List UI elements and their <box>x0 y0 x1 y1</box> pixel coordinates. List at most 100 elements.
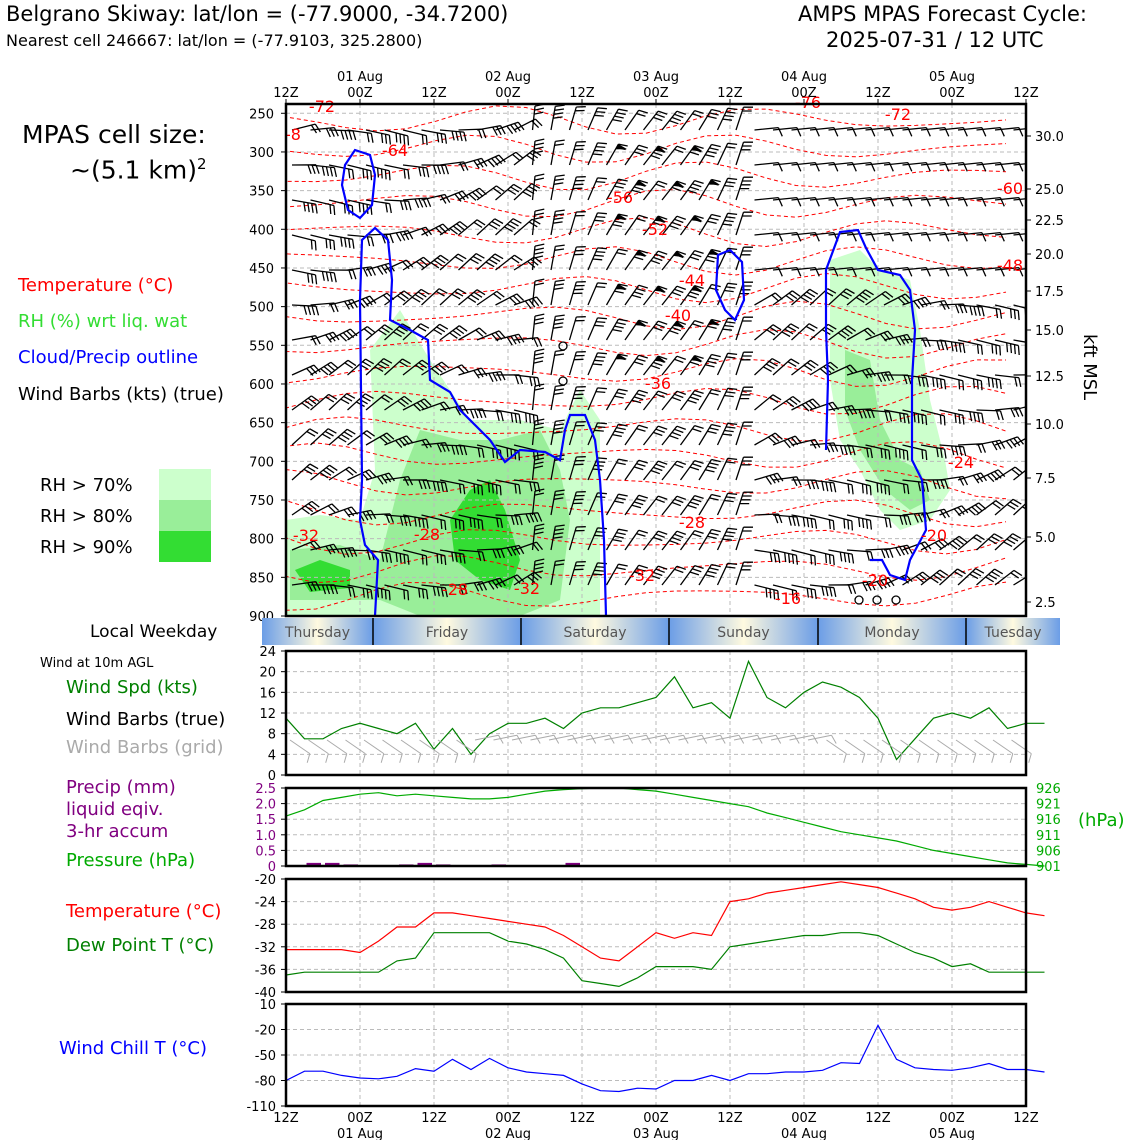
upper-wind-barb <box>698 388 721 411</box>
upper-wind-barb <box>384 514 412 527</box>
wind10m-barb-true <box>605 683 634 691</box>
panel-frame <box>284 877 1028 994</box>
panel-wind-ytick-label: 16 <box>259 686 276 701</box>
upper-wind-barb <box>531 243 545 271</box>
upper-wind-barb <box>476 154 506 168</box>
upper-wind-barb <box>347 234 375 247</box>
upper-wind-barb <box>661 145 687 166</box>
upper-wind-barb <box>605 283 628 306</box>
upper-wind-barb <box>365 199 392 214</box>
upper-wind-barb <box>846 514 873 530</box>
upper-wind-barb <box>846 444 873 459</box>
pressure-tick-label: 901 <box>1036 860 1061 875</box>
upper-wind-barb <box>402 129 428 146</box>
cloud-outline-2 <box>358 226 608 616</box>
upper-wind-barb <box>531 418 545 446</box>
wind10m-barb-true <box>808 683 837 691</box>
wind10m-barb-grid <box>807 734 837 744</box>
upper-wind-barb <box>310 164 338 178</box>
kft-tick-label: 30.0 <box>1035 130 1064 145</box>
upper-wind-barb <box>291 199 318 214</box>
upper-wind-barb <box>716 212 738 236</box>
upper-wind-barb <box>976 339 1002 356</box>
upper-wind-barb <box>994 406 1024 418</box>
upper-wind-barb <box>365 432 395 446</box>
upper-wind-barb <box>902 409 928 426</box>
upper-wind-barb <box>384 323 411 341</box>
upper-wind-barb <box>291 500 320 516</box>
upper-wind-barb <box>883 479 910 495</box>
weekday-segment <box>521 618 669 645</box>
upper-wind-barb <box>421 442 450 453</box>
upper-wind-barb <box>384 129 410 146</box>
bottom-time-label: 00Z <box>347 1111 373 1126</box>
upper-wind-barb <box>421 193 451 204</box>
pressure-tick-label: 550 <box>249 339 274 354</box>
upper-wind-barb <box>624 284 648 306</box>
wind10m-barb-grid-group <box>289 739 311 763</box>
panel-precip-ytick-label: 2.0 <box>255 798 276 813</box>
upper-wind-barb <box>365 394 393 411</box>
upper-wind-barb <box>328 164 355 180</box>
wind10m-barb-grid <box>326 739 348 763</box>
upper-wind-barb <box>550 349 565 376</box>
cycle-title: AMPS MPAS Forecast Cycle: <box>798 2 1087 26</box>
upper-wind-barb <box>642 530 668 551</box>
wind10m-barb-grid-group <box>474 734 504 744</box>
upper-wind-barb <box>642 390 668 411</box>
upper-wind-barb <box>347 295 377 309</box>
rh-swatch-70 <box>159 469 211 500</box>
legend-wind-barbs: Wind Barbs (kts) (true) <box>18 384 224 405</box>
upper-wind-barb <box>605 248 628 271</box>
upper-wind-barb <box>976 409 1004 421</box>
legend-cloud: Cloud/Precip outline <box>18 347 199 368</box>
upper-wind-barb <box>439 253 467 271</box>
temperature-label: -76 <box>795 93 821 112</box>
weekday-label-0: Thursday <box>284 625 350 641</box>
upper-wind-barb <box>828 584 857 595</box>
weekday-segment <box>669 618 818 645</box>
bottom-time-label: 12Z <box>273 1111 299 1126</box>
upper-wind-barb <box>587 282 607 306</box>
upper-wind-barb <box>531 278 545 306</box>
upper-wind-barb <box>291 164 320 175</box>
top-time-label: 12Z <box>717 86 743 101</box>
upper-wind-barb <box>291 304 320 316</box>
upper-wind-barb-pennant <box>673 251 685 258</box>
upper-wind-barb <box>513 571 543 586</box>
cycle-time: 2025-07-31 / 12 UTC <box>826 28 1044 52</box>
legend-dewpoint: Dew Point T (°C) <box>66 935 215 956</box>
top-date-label: 05 Aug <box>929 70 975 85</box>
pressure-tick-label: 800 <box>249 533 274 548</box>
upper-wind-barb <box>865 290 894 306</box>
upper-wind-barb <box>476 290 505 306</box>
upper-wind-barb <box>402 256 432 271</box>
upper-wind-barb <box>994 569 1023 586</box>
wind10m-barb-true <box>845 690 866 711</box>
upper-wind-barb <box>976 439 1006 451</box>
calm-marker <box>854 595 864 605</box>
upper-wind-barb <box>957 409 985 423</box>
upper-wind-barb <box>661 460 687 481</box>
upper-wind-barb <box>439 549 466 564</box>
upper-wind-barb-pennant <box>635 320 647 326</box>
temperature-label: -52 <box>642 220 668 239</box>
panel-temp-ytick-label: -36 <box>255 963 276 978</box>
upper-wind-barb <box>513 337 543 348</box>
wind10m-barb-true <box>401 690 422 711</box>
upper-wind-barb <box>495 409 522 424</box>
windchill-line <box>285 1023 1045 1093</box>
upper-wind-barb <box>994 498 1022 516</box>
panel-wind-ytick-label: 20 <box>259 666 276 681</box>
pressure-tick-label: 850 <box>249 571 274 586</box>
upper-wind-barb <box>328 428 356 446</box>
wind10m-barb-grid <box>789 734 819 744</box>
rh-legend-70: RH > 70% <box>40 475 133 496</box>
wind10m-barb-true <box>549 683 578 691</box>
wind10m-barb-grid-group <box>918 739 940 763</box>
upper-wind-barb <box>476 409 504 422</box>
upper-wind-barb <box>568 421 586 446</box>
upper-wind-barb <box>365 472 395 485</box>
upper-wind-barb <box>476 185 505 201</box>
temperature-label: -72 <box>885 105 911 124</box>
